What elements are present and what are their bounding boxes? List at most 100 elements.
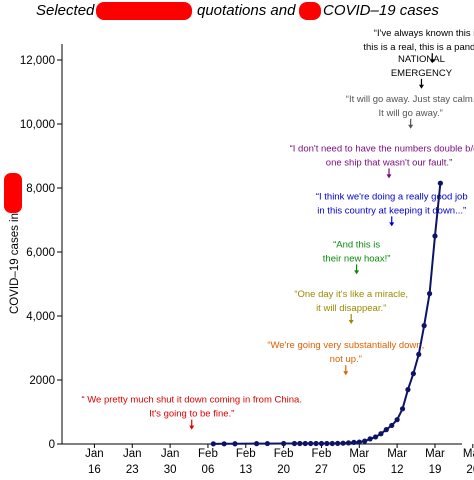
annotation-text: one ship that wasn't our fault.”: [326, 157, 452, 168]
x-tick-month: Jan: [161, 448, 180, 460]
x-tick-month: Feb: [236, 448, 256, 460]
x-tick-day: 19: [429, 464, 442, 476]
data-point: [416, 351, 422, 357]
data-point: [318, 440, 325, 447]
x-tick-day: 06: [202, 464, 215, 476]
annotation-arrow-head: [386, 174, 392, 179]
data-point: [378, 431, 384, 437]
annotation-text: in this country at keeping it down...”: [317, 205, 466, 216]
x-tick-day: 30: [164, 464, 177, 476]
annotation-text: “I don't need to have the numbers double…: [290, 143, 474, 154]
annotation-text: this is a real, this is a pandemic.”: [363, 42, 474, 53]
annotation-arrow-head: [429, 59, 435, 64]
redaction-ylabel: [4, 173, 22, 213]
data-point: [362, 438, 368, 444]
data-point: [302, 440, 308, 447]
annotation-text: “We're going very substantially down,: [267, 340, 424, 351]
annotation-text: “I think we're doing a really good job: [316, 191, 468, 202]
chart-title: Selected quotations and COVID–19 cases: [36, 2, 439, 20]
title-part-3: COVID–19 cases: [323, 2, 439, 19]
x-tick-day: 16: [88, 464, 101, 476]
data-point: [291, 440, 298, 447]
x-tick-month: Mar: [387, 448, 407, 460]
annotation-text: “It will go away. Just stay calm.: [346, 94, 474, 105]
x-tick-month: Jan: [123, 448, 142, 460]
data-point: [297, 440, 303, 447]
x-tick-day: 12: [391, 464, 404, 476]
x-tick-month: Feb: [198, 448, 218, 460]
x-tick-day: 13: [239, 464, 252, 476]
redaction-title-1: [96, 2, 192, 20]
data-point: [308, 440, 314, 447]
x-tick-month: Jan: [85, 448, 104, 460]
data-point: [253, 441, 260, 447]
annotation-text: “One day it's like a miracle,: [294, 289, 408, 300]
x-tick-month: Feb: [274, 448, 294, 460]
annotation-text: “I've always known this is a,: [374, 28, 474, 39]
data-point: [437, 180, 443, 186]
annotation-text: “ We pretty much shut it down coming in …: [81, 395, 302, 406]
annotation-text: “And this is: [333, 239, 380, 250]
annotations: “I've always known this is a, this is a r…: [81, 28, 474, 430]
annotation-arrow-head: [418, 84, 424, 89]
data-point: [335, 440, 341, 446]
y-tick-label: 8,000: [26, 183, 55, 195]
annotation-text: NATIONAL: [398, 54, 445, 65]
data-point: [394, 417, 400, 423]
data-point: [324, 440, 330, 447]
data-point: [345, 440, 352, 446]
y-axis-label-text: COVID–19 cases in: [9, 213, 21, 314]
data-point: [210, 441, 216, 447]
annotation-text: It will go away.”: [379, 108, 443, 119]
data-point: [389, 422, 395, 429]
x-tick-day: 26: [466, 464, 474, 476]
data-point: [281, 440, 287, 447]
annotation-arrow-head: [354, 270, 360, 275]
data-point: [399, 406, 406, 412]
data-point: [232, 441, 238, 447]
annotation-text: it will disappear.”: [316, 303, 386, 314]
y-axis-label: COVID–19 cases in: [9, 213, 21, 314]
y-tick-label: 2000: [29, 375, 55, 387]
redaction-title-2: [299, 2, 321, 20]
annotation-arrow-head: [408, 124, 414, 129]
data-point: [356, 439, 362, 445]
data-point: [410, 371, 416, 377]
annotation-text: their new hoax!”: [323, 253, 391, 264]
x-tick-day: 05: [353, 464, 366, 476]
axes: 0 2000 4,000 6,000 8,000 10,000 12,000 Jan 16 Jan…: [20, 44, 474, 476]
annotation-text: EMERGENCY: [391, 68, 453, 79]
series-line: [213, 183, 442, 445]
x-tick-day: 27: [315, 464, 328, 476]
data-point: [329, 440, 335, 447]
data-point: [372, 434, 379, 440]
data-point: [405, 387, 411, 393]
annotation-arrow-head: [389, 222, 395, 227]
x-tick-month: Mar: [425, 448, 445, 460]
x-tick-day: 20: [277, 464, 290, 476]
y-tick-label: 6,000: [26, 247, 55, 259]
data-point: [383, 427, 389, 433]
x-tick-month: Feb: [312, 448, 332, 460]
data-point: [432, 233, 438, 239]
annotation-arrow-head: [348, 320, 354, 324]
title-part-1: Selected: [36, 2, 95, 19]
data-point: [264, 440, 271, 447]
data-point: [426, 291, 433, 297]
data-point: [421, 323, 427, 329]
annotation-arrow-head: [343, 371, 349, 376]
data-point: [367, 436, 373, 442]
data-point: [340, 440, 346, 446]
y-tick-label: 4,000: [26, 311, 55, 323]
series: [210, 180, 443, 447]
data-point: [313, 440, 319, 447]
y-tick-label: 10,000: [20, 119, 55, 131]
x-tick-day: 23: [126, 464, 139, 476]
x-tick-month: Mar: [349, 448, 369, 460]
y-tick-label: 0: [49, 439, 55, 451]
data-point: [351, 439, 357, 445]
y-tick-label: 12,000: [20, 55, 55, 67]
data-point: [221, 441, 227, 447]
annotation-arrow-head: [189, 425, 195, 430]
